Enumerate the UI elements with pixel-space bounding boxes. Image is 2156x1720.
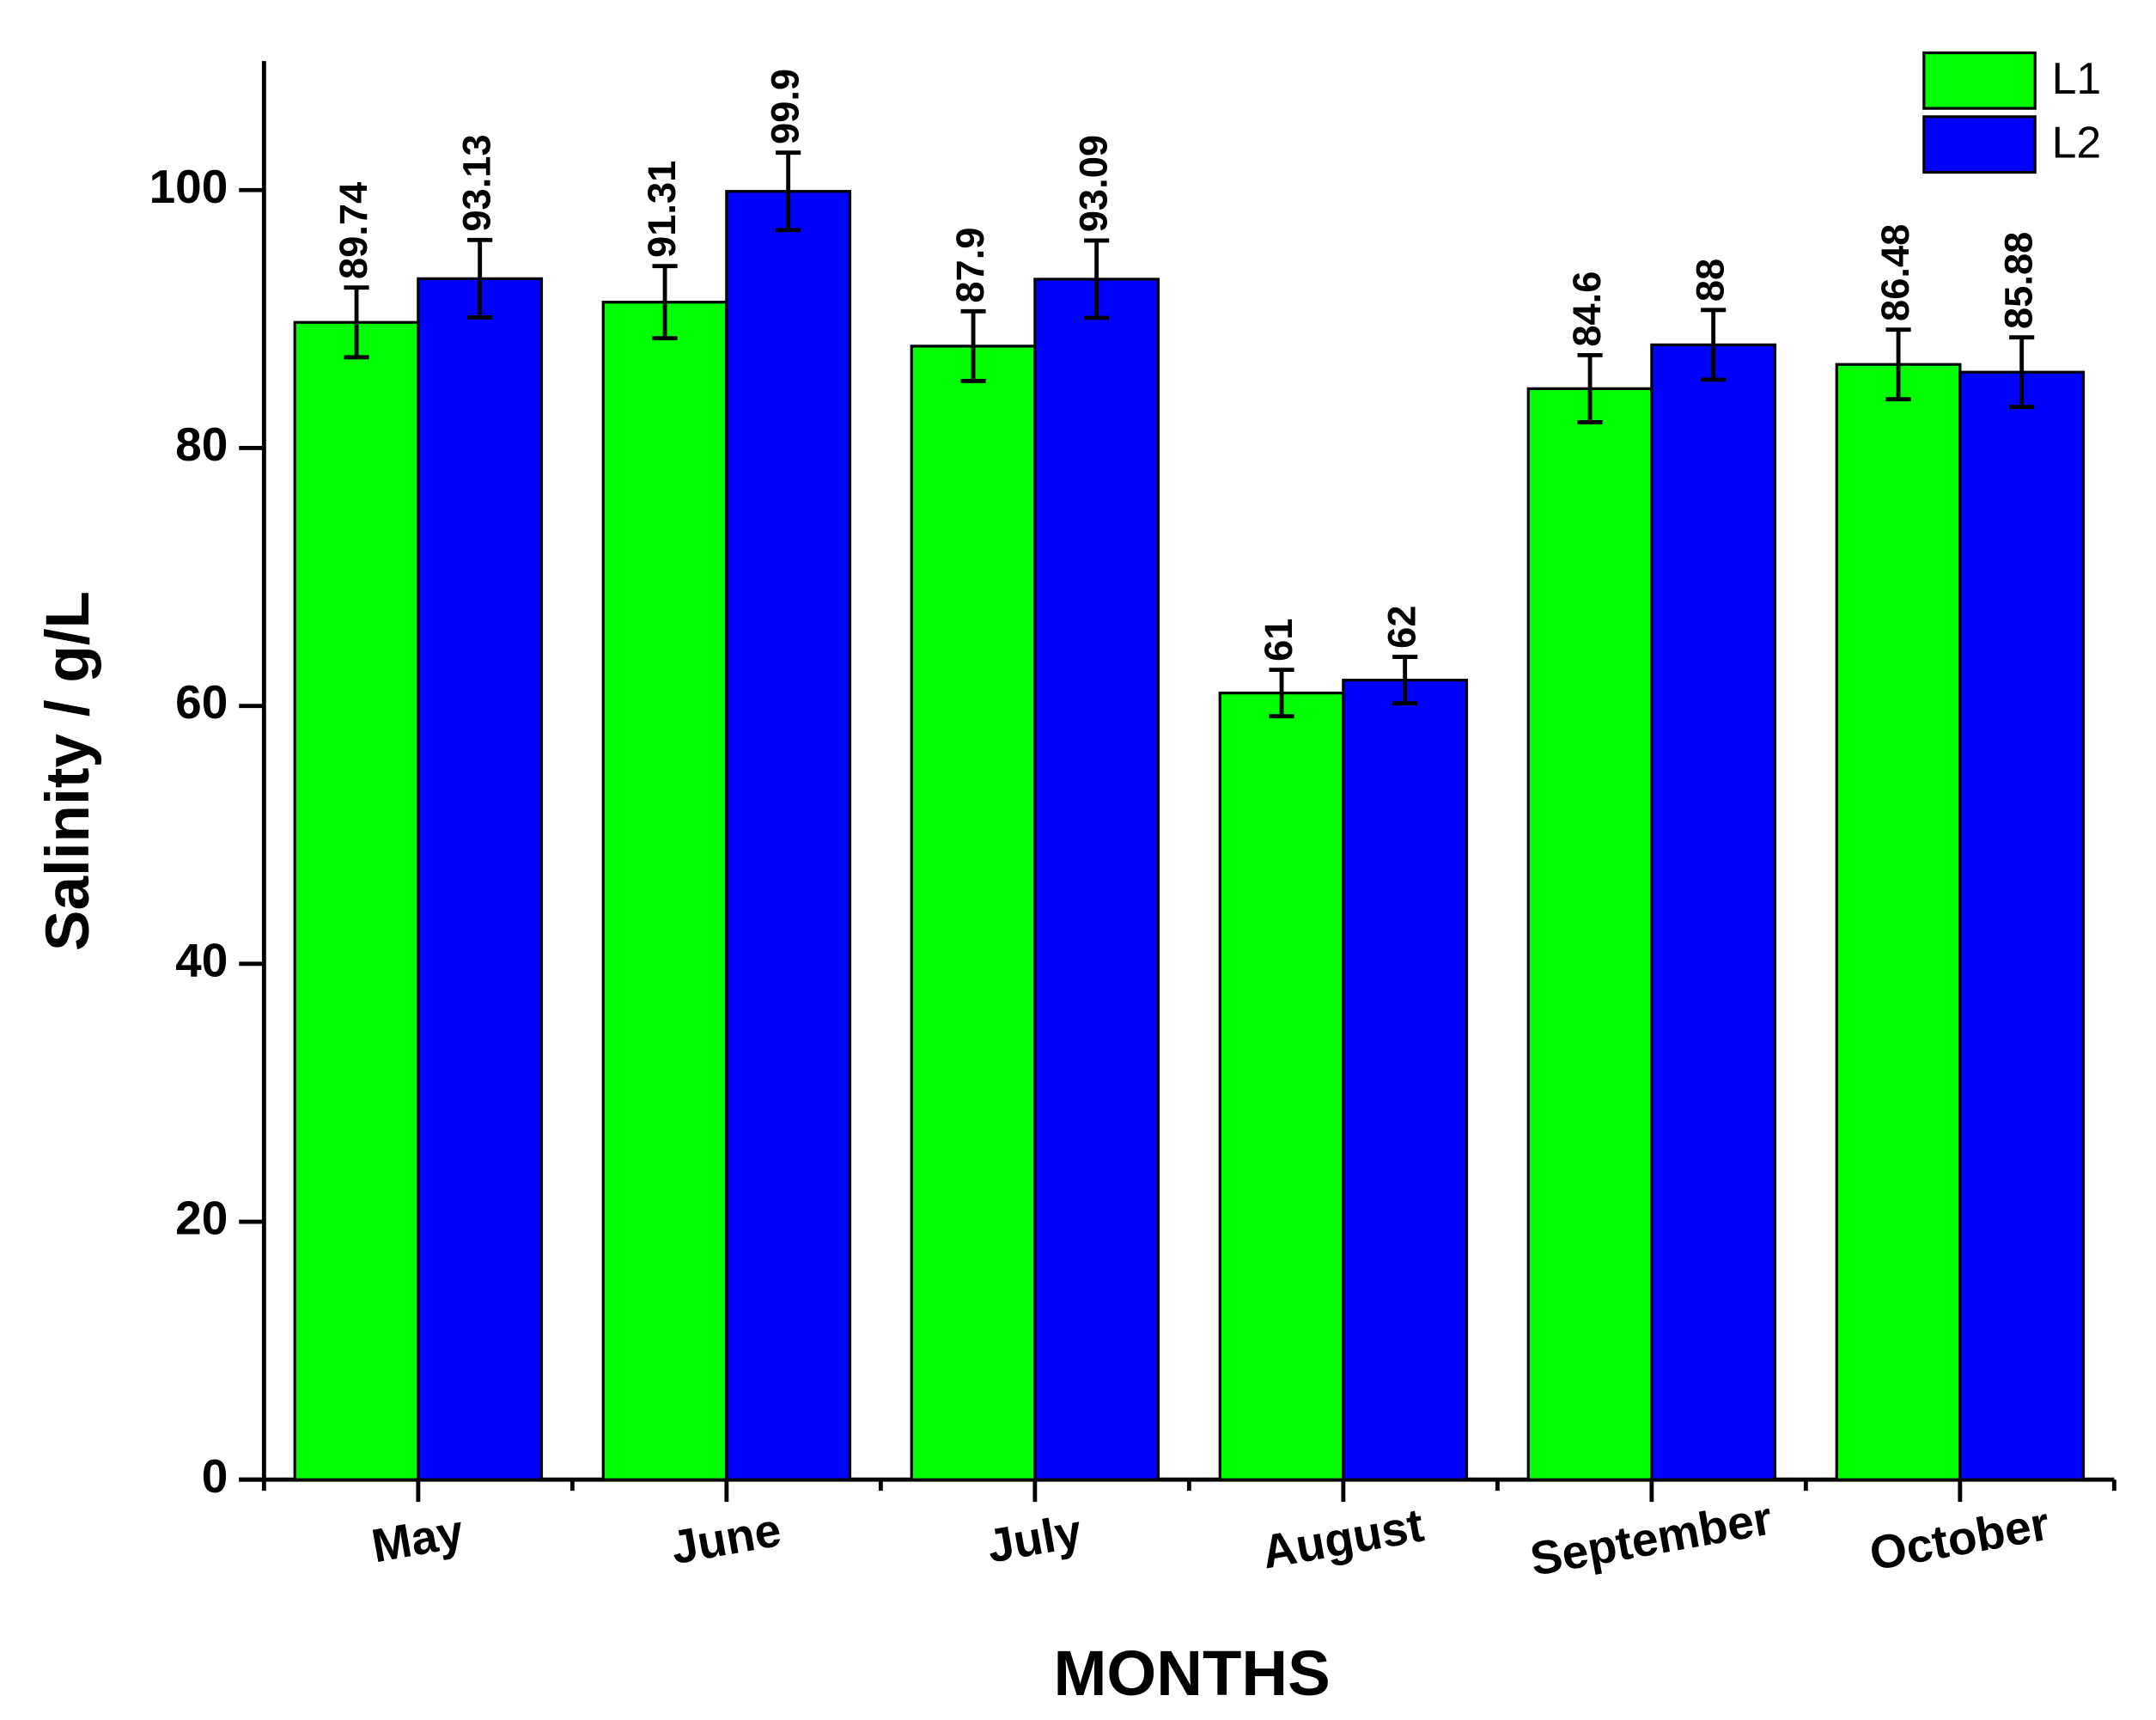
- x-axis-title: MONTHS: [1053, 1638, 1330, 1709]
- bar: [910, 345, 1037, 1481]
- data-label: 85.88: [1997, 232, 2041, 329]
- x-tick-label: July: [984, 1503, 1087, 1572]
- y-axis-title: Salinity / g/L: [34, 591, 102, 951]
- data-label: 89.74: [332, 182, 375, 279]
- legend-label: L2: [2052, 117, 2102, 167]
- y-tick-label: 20: [175, 1192, 228, 1245]
- bar: [601, 301, 728, 1481]
- error-bar: [1577, 352, 1603, 424]
- bar: [725, 190, 852, 1481]
- y-tick-label: 100: [149, 160, 228, 213]
- bar: [1342, 679, 1469, 1481]
- data-label: 93.13: [455, 134, 499, 231]
- error-bar: [344, 285, 369, 360]
- data-label: 62: [1380, 606, 1424, 649]
- error-bar: [467, 237, 493, 320]
- error-bar: [1885, 327, 1911, 402]
- data-label: 91.31: [640, 161, 684, 258]
- x-tick-label: October: [1866, 1497, 2053, 1581]
- x-tick-label: August: [1258, 1498, 1427, 1579]
- bar: [1958, 370, 2086, 1481]
- bar: [1835, 363, 1962, 1481]
- error-bar: [2009, 335, 2035, 410]
- error-bar: [960, 308, 986, 383]
- x-tick-label: May: [368, 1504, 467, 1573]
- y-tick-label: 60: [175, 675, 228, 729]
- data-label: 99.9: [764, 69, 807, 144]
- y-tick-label: 0: [202, 1449, 228, 1503]
- bar: [417, 277, 544, 1481]
- bar: [1218, 692, 1345, 1481]
- legend-label: L1: [2052, 53, 2102, 103]
- data-label: 86.48: [1873, 224, 1917, 321]
- y-tick-label: 40: [175, 933, 228, 986]
- x-tick-label: September: [1526, 1491, 1776, 1585]
- error-bar: [1269, 668, 1294, 719]
- error-bar: [1701, 308, 1727, 382]
- x-tick-label: June: [667, 1503, 785, 1574]
- error-bar: [776, 150, 801, 233]
- y-tick-label: 80: [175, 418, 228, 471]
- bar: [1650, 343, 1777, 1481]
- error-bar: [1084, 238, 1110, 320]
- error-bar: [652, 264, 678, 341]
- data-label: 61: [1257, 619, 1300, 662]
- data-label: 93.09: [1072, 135, 1116, 232]
- legend-swatch: [1922, 51, 2037, 110]
- bar: [1033, 278, 1160, 1481]
- bar: [1526, 387, 1654, 1481]
- legend-swatch: [1922, 115, 2037, 174]
- bar: [293, 320, 420, 1481]
- data-label: 88: [1689, 259, 1733, 302]
- error-bar: [1392, 655, 1418, 706]
- data-label: 87.9: [948, 228, 992, 303]
- data-label: 84.6: [1565, 271, 1609, 347]
